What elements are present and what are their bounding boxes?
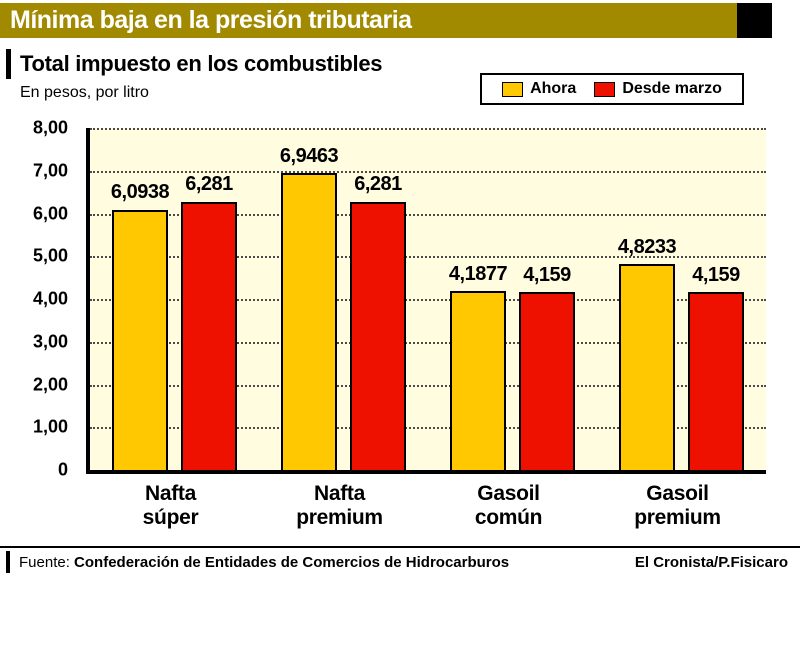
title-bar-end-square bbox=[737, 3, 772, 38]
gridline bbox=[90, 213, 766, 216]
source-label: Fuente: bbox=[19, 554, 70, 571]
y-axis-tick-label: 5,00 bbox=[32, 245, 68, 266]
footer-marker bbox=[6, 551, 10, 573]
x-axis-category-line: Nafta bbox=[144, 482, 196, 505]
x-axis-category-line: Gasoil bbox=[646, 482, 709, 505]
subtitle-marker bbox=[6, 49, 11, 79]
gridline bbox=[90, 427, 766, 430]
footer: Fuente: Confederación de Entidades de Co… bbox=[6, 551, 509, 573]
bar bbox=[350, 201, 406, 470]
y-axis-tick-label: 4,00 bbox=[32, 288, 68, 309]
bar-value-label: 4,8233 bbox=[617, 235, 677, 258]
chart-title: Total impuesto en los combustibles bbox=[20, 51, 383, 76]
x-axis-category-label: Nafta súper bbox=[143, 482, 199, 529]
y-axis-tick-label: 8,00 bbox=[32, 117, 68, 138]
x-axis-category-line: súper bbox=[142, 505, 199, 529]
gridline bbox=[90, 299, 766, 301]
legend-item: Ahora bbox=[502, 80, 576, 98]
bar bbox=[181, 201, 237, 470]
legend-label: Ahora bbox=[530, 80, 577, 97]
bar bbox=[519, 292, 575, 470]
title-bar-background: Mínima baja en la presión tributaria bbox=[0, 3, 737, 38]
x-axis-category-label: Gasoil común bbox=[474, 482, 543, 529]
x-axis-category-line: Gasoil bbox=[477, 482, 540, 505]
bar-value-label: 6,281 bbox=[185, 173, 233, 196]
source-line: Fuente: Confederación de Entidades de Co… bbox=[19, 551, 509, 571]
credit-text: El Cronista/P.Fisicaro bbox=[634, 554, 788, 571]
y-axis-labels: 8,00 7,00 6,00 5,00 4,00 3,00 2,00 1,00 0 bbox=[0, 118, 80, 480]
x-axis-labels: Nafta súper Nafta premium Gasoil común Gasoil p… bbox=[86, 482, 762, 538]
plot-area: 6,0938 6,281 6,9463 6,281 4,1877 4,159 4,8233 4… bbox=[86, 128, 766, 474]
gridline bbox=[90, 170, 766, 173]
bar bbox=[112, 209, 168, 470]
bar-value-label: 6,0938 bbox=[110, 181, 170, 204]
x-axis-category-label: Gasoil premium bbox=[634, 482, 721, 529]
bar-value-label: 4,1877 bbox=[448, 262, 508, 285]
units-label: En pesos, por litro bbox=[20, 84, 149, 101]
y-axis-tick-label: 0 bbox=[57, 459, 68, 480]
legend-swatch bbox=[502, 81, 524, 97]
x-axis-category-line: premium bbox=[634, 505, 721, 529]
bar-value-label: 4,159 bbox=[523, 264, 571, 287]
legend-swatch bbox=[594, 81, 616, 97]
footer-divider bbox=[0, 546, 800, 548]
x-axis-category-line: Nafta bbox=[313, 482, 365, 505]
bar bbox=[281, 173, 337, 470]
y-axis-tick-label: 3,00 bbox=[32, 331, 68, 352]
chart-subtitle-row: Total impuesto en los combustibles bbox=[6, 49, 383, 79]
legend-label: Desde marzo bbox=[622, 80, 722, 97]
gridline bbox=[90, 256, 766, 259]
legend-item: Desde marzo bbox=[594, 80, 722, 98]
bar bbox=[688, 292, 744, 470]
bar-value-label: 6,9463 bbox=[279, 145, 339, 168]
gridline bbox=[90, 128, 766, 130]
y-axis-tick-label: 1,00 bbox=[32, 416, 68, 437]
bar-value-label: 6,281 bbox=[354, 173, 402, 196]
title-bar: Mínima baja en la presión tributaria bbox=[0, 3, 772, 38]
bar bbox=[450, 290, 506, 470]
x-axis-category-label: Nafta premium bbox=[296, 482, 383, 529]
bar bbox=[619, 263, 675, 470]
x-axis-category-line: premium bbox=[296, 505, 383, 529]
page-title: Mínima baja en la presión tributaria bbox=[10, 6, 412, 34]
source-text: Confederación de Entidades de Comercios … bbox=[74, 554, 510, 571]
y-axis-tick-label: 6,00 bbox=[32, 203, 68, 223]
gridline bbox=[90, 384, 766, 387]
y-axis-tick-label: 7,00 bbox=[32, 160, 68, 181]
legend: Ahora Desde marzo bbox=[480, 73, 744, 105]
x-axis-category-line: común bbox=[474, 505, 543, 529]
y-axis-tick-label: 2,00 bbox=[32, 374, 68, 394]
gridline bbox=[90, 341, 766, 344]
bar-value-label: 4,159 bbox=[692, 264, 740, 287]
